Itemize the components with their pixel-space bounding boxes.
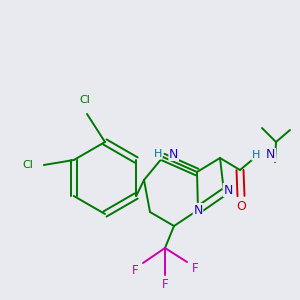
Text: Cl: Cl — [22, 160, 33, 170]
Text: Cl: Cl — [80, 95, 90, 105]
Text: F: F — [132, 263, 138, 277]
Text: O: O — [236, 200, 246, 212]
Text: N: N — [223, 184, 233, 196]
Text: F: F — [162, 278, 168, 292]
Text: F: F — [192, 262, 198, 275]
Text: H: H — [252, 150, 260, 160]
Text: N: N — [169, 148, 178, 160]
Text: N: N — [193, 203, 203, 217]
Text: N: N — [266, 148, 275, 161]
Text: H: H — [154, 149, 162, 159]
